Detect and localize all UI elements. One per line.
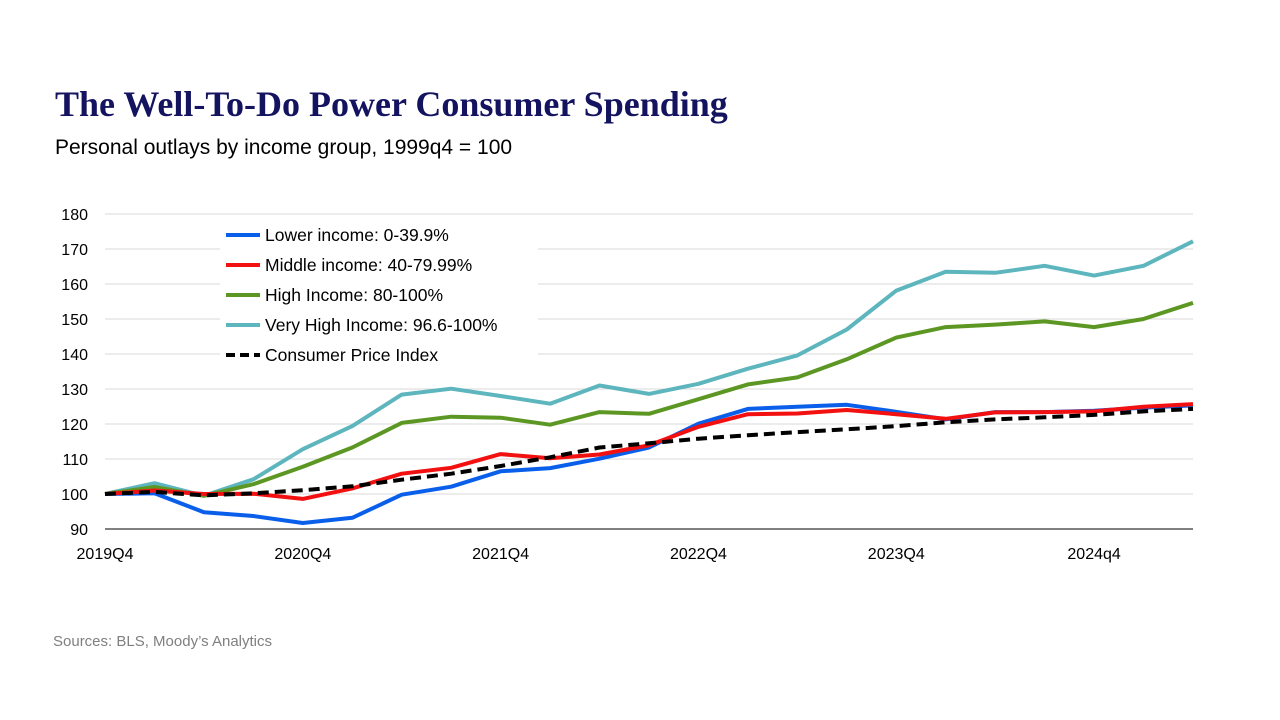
legend-label: Consumer Price Index [265, 345, 438, 365]
legend: Lower income: 0-39.9% Middle income: 40-7… [220, 219, 538, 369]
y-tick-label: 170 [61, 242, 88, 259]
legend-label: Lower income: 0-39.9% [265, 225, 449, 245]
page-subtitle: Personal outlays by income group, 1999q4… [55, 136, 513, 159]
x-tick-label: 2023Q4 [868, 546, 925, 563]
x-tick-label: 2022Q4 [670, 546, 727, 563]
x-tick-label: 2021Q4 [472, 546, 529, 563]
y-tick-label: 150 [61, 312, 88, 329]
series-line-2 [104, 300, 1194, 498]
y-tick-label: 140 [61, 347, 88, 364]
x-tick-label: 2024q4 [1067, 546, 1120, 563]
legend-label: Middle income: 40-79.99% [265, 255, 472, 275]
series-line-4 [104, 406, 1194, 498]
y-tick-label: 130 [61, 382, 88, 399]
legend-box [220, 219, 538, 369]
legend-label: High Income: 80-100% [265, 285, 443, 305]
y-tick-label: 110 [62, 452, 88, 469]
y-tick-label: 100 [61, 487, 88, 504]
x-tick-label: 2019Q4 [77, 546, 134, 563]
page-title: The Well-To-Do Power Consumer Spending [55, 84, 728, 124]
y-tick-label: 120 [61, 417, 88, 434]
y-tick-label: 180 [61, 207, 88, 224]
series-line-0 [104, 402, 1194, 525]
y-tick-label: 90 [70, 522, 88, 539]
axis-layer: 90 100 110 120 130 140 150 160 170 180 2019Q4 2020Q… [61, 207, 1193, 563]
legend-label: Very High Income: 96.6-100% [265, 315, 498, 335]
y-tick-label: 160 [61, 277, 88, 294]
series-layer [104, 239, 1194, 525]
source-note: Sources: BLS, Moody’s Analytics [53, 633, 272, 650]
series-line-3 [104, 239, 1194, 498]
series-line-1 [104, 402, 1194, 501]
x-tick-label: 2020Q4 [274, 546, 331, 563]
